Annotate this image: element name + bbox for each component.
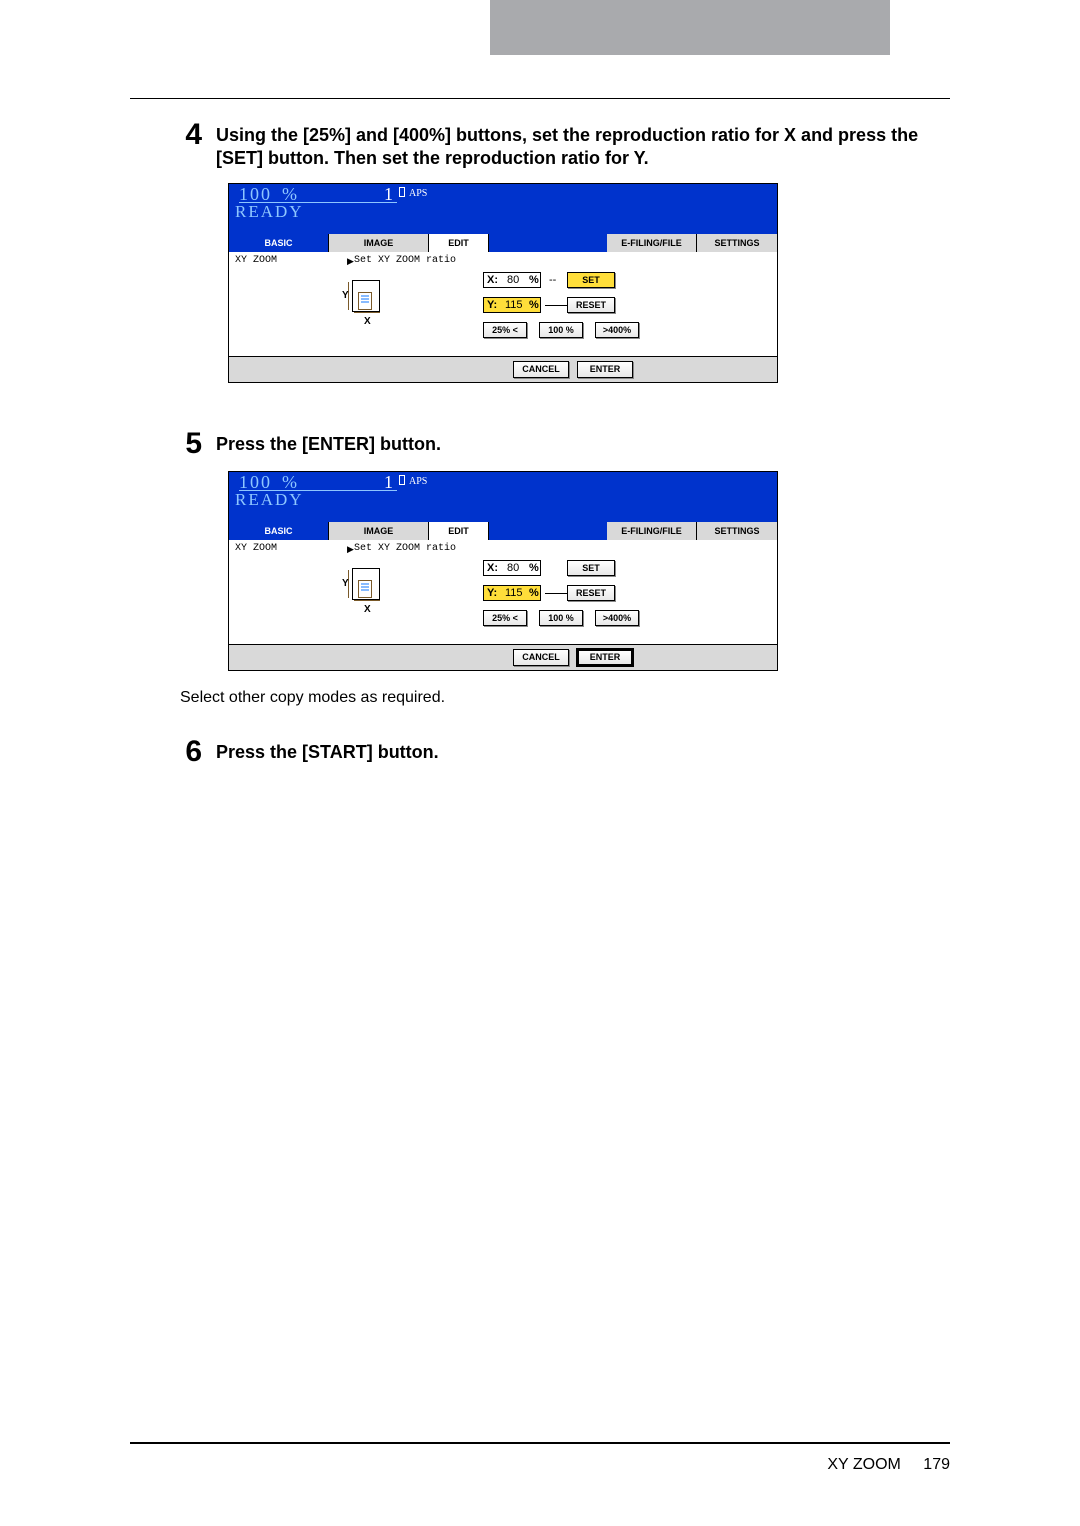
screen-header: 100 % 1 APS READY [229,184,777,234]
step-5: 5 Press the [ENTER] button. [180,429,950,459]
xy-diagram: Y X [344,568,384,614]
copy-count: 1 [384,184,393,205]
screen-body: XY ZOOM ▶ Set XY ZOOM ratio Y X X: 80 % [229,540,777,644]
x-value: 80 [507,562,519,574]
tab-basic[interactable]: BASIC [229,522,329,540]
aps-label: APS [409,476,427,487]
x-label: X: [487,274,498,286]
x-dash: -- [549,274,556,286]
pct100-button[interactable]: 100 % [539,610,583,626]
step-number: 6 [180,737,202,767]
tab-efiling[interactable]: E-FILING/FILE [607,522,697,540]
x-unit: % [529,274,539,286]
page-footer: XY ZOOM 179 [827,1456,950,1474]
arrow-icon: ▶ [347,544,354,555]
step-4: 4 Using the [25%] and [400%] buttons, se… [180,120,950,171]
screen-footer: CANCEL ENTER [229,644,777,670]
copy-count: 1 [384,472,393,493]
status-ready: READY [235,202,304,222]
tab-basic[interactable]: BASIC [229,234,329,252]
screen-footer: CANCEL ENTER [229,356,777,382]
pct100-button[interactable]: 100 % [539,322,583,338]
step-number: 5 [180,429,202,459]
diagram-y-label: Y [342,578,349,589]
mode-label: XY ZOOM [235,255,277,266]
pct25-button[interactable]: 25% < [483,322,527,338]
y-label: Y: [487,299,497,311]
copier-screen: 100 % 1 APS READY BASIC IMAGE EDIT E-FIL… [228,471,778,671]
tab-edit[interactable]: EDIT [429,234,489,252]
y-label: Y: [487,587,497,599]
footer-page-number: 179 [923,1456,950,1473]
x-label: X: [487,562,498,574]
tab-gap [489,522,607,540]
y-value: 115 [505,299,523,311]
cancel-button[interactable]: CANCEL [513,649,569,666]
screen-body: XY ZOOM ▶ Set XY ZOOM ratio Y X X: 80 % [229,252,777,356]
screen-header: 100 % 1 APS READY [229,472,777,522]
content-area: 4 Using the [25%] and [400%] buttons, se… [180,120,950,773]
step-number: 4 [180,120,202,150]
reset-button[interactable]: RESET [567,585,615,601]
x-value: 80 [507,274,519,286]
step-text: Press the [ENTER] button. [216,429,441,456]
tab-image[interactable]: IMAGE [329,522,429,540]
y-value: 115 [505,587,523,599]
tab-gap [489,234,607,252]
diagram-x-label: X [364,316,371,327]
diagram-x-label: X [364,604,371,615]
top-grey-bar [490,0,890,55]
step-5-subtext: Select other copy modes as required. [180,689,950,707]
tab-efiling[interactable]: E-FILING/FILE [607,234,697,252]
tab-settings[interactable]: SETTINGS [697,522,777,540]
status-ready: READY [235,490,304,510]
enter-button[interactable]: ENTER [577,361,633,378]
rule-bottom [130,1442,950,1444]
step-text: Press the [START] button. [216,737,439,764]
diagram-y-label: Y [342,290,349,301]
tab-image[interactable]: IMAGE [329,234,429,252]
instruction-label: Set XY ZOOM ratio [354,543,456,554]
screen-tabs: BASIC IMAGE EDIT E-FILING/FILE SETTINGS [229,234,777,252]
instruction-label: Set XY ZOOM ratio [354,255,456,266]
set-button[interactable]: SET [567,560,615,576]
enter-button[interactable]: ENTER [577,649,633,666]
cancel-button[interactable]: CANCEL [513,361,569,378]
step-6: 6 Press the [START] button. [180,737,950,767]
step-text: Using the [25%] and [400%] buttons, set … [216,120,950,171]
aps-icon [399,475,405,485]
mode-label: XY ZOOM [235,543,277,554]
arrow-icon: ▶ [347,256,354,267]
footer-section: XY ZOOM [827,1456,901,1473]
y-line [545,305,567,306]
tab-edit[interactable]: EDIT [429,522,489,540]
x-unit: % [529,562,539,574]
y-line [545,593,567,594]
tab-settings[interactable]: SETTINGS [697,234,777,252]
rule-top [130,98,950,99]
y-unit: % [529,587,539,599]
pct25-button[interactable]: 25% < [483,610,527,626]
aps-label: APS [409,188,427,199]
screenshot-5-wrap: 100 % 1 APS READY BASIC IMAGE EDIT E-FIL… [228,471,950,671]
manual-page: 4 Using the [25%] and [400%] buttons, se… [0,0,1080,1526]
screen-tabs: BASIC IMAGE EDIT E-FILING/FILE SETTINGS [229,522,777,540]
y-unit: % [529,299,539,311]
pct400-button[interactable]: >400% [595,322,639,338]
reset-button[interactable]: RESET [567,297,615,313]
screenshot-4-wrap: 100 % 1 APS READY BASIC IMAGE EDIT E-FIL… [228,183,950,383]
pct400-button[interactable]: >400% [595,610,639,626]
aps-icon [399,187,405,197]
xy-diagram: Y X [344,280,384,326]
copier-screen: 100 % 1 APS READY BASIC IMAGE EDIT E-FIL… [228,183,778,383]
set-button[interactable]: SET [567,272,615,288]
